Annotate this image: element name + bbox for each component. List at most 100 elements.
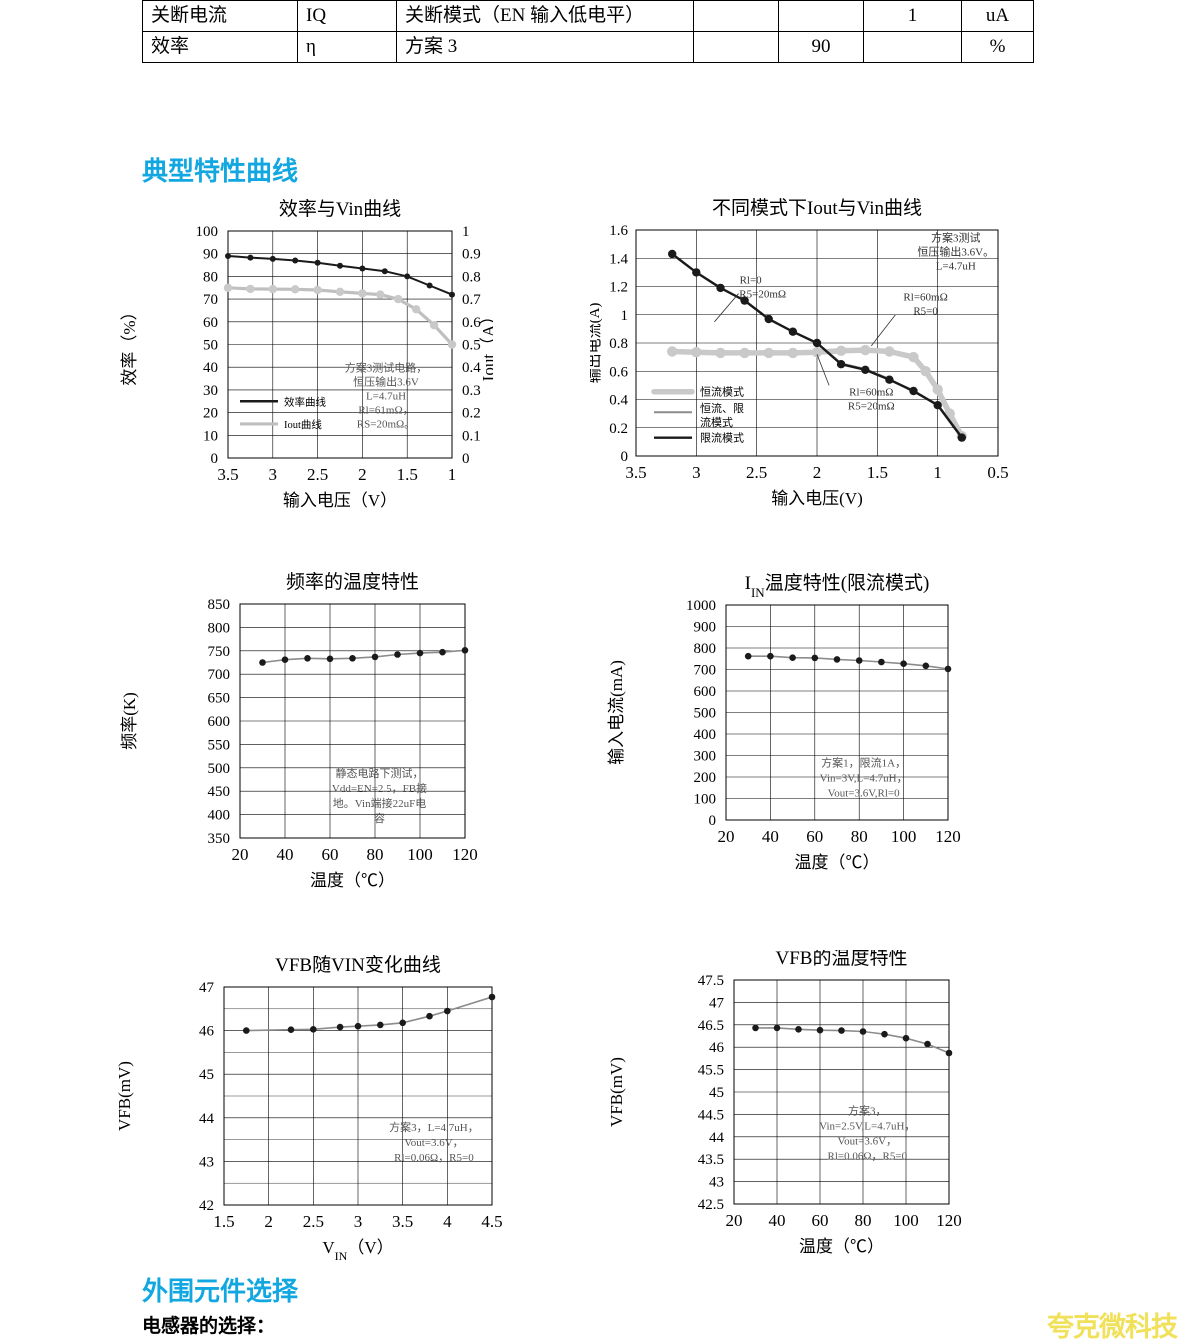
svg-text:100: 100 xyxy=(407,845,433,864)
svg-text:400: 400 xyxy=(208,808,231,824)
svg-text:700: 700 xyxy=(208,667,231,683)
svg-text:4.5: 4.5 xyxy=(481,1212,502,1231)
svg-text:47: 47 xyxy=(199,980,215,996)
svg-text:120: 120 xyxy=(452,845,478,864)
svg-text:VFB(mV): VFB(mV) xyxy=(607,1057,626,1127)
svg-text:44.5: 44.5 xyxy=(698,1107,724,1123)
svg-text:4: 4 xyxy=(443,1212,452,1231)
svg-text:1.2: 1.2 xyxy=(609,280,628,296)
svg-text:450: 450 xyxy=(208,784,231,800)
svg-text:Vout=3.6V，: Vout=3.6V， xyxy=(838,1135,897,1147)
svg-text:容: 容 xyxy=(374,811,385,825)
svg-text:3: 3 xyxy=(354,1212,363,1231)
svg-text:0.2: 0.2 xyxy=(462,406,481,422)
svg-text:60: 60 xyxy=(203,315,218,331)
svg-text:2: 2 xyxy=(264,1212,273,1231)
svg-text:0.5: 0.5 xyxy=(462,338,481,354)
svg-text:R5=20mΩ: R5=20mΩ xyxy=(739,289,786,301)
svg-text:750: 750 xyxy=(208,644,231,660)
svg-text:输入电压（V）: 输入电压（V） xyxy=(283,491,397,510)
svg-text:2.5: 2.5 xyxy=(307,465,328,484)
svg-text:效率曲线: 效率曲线 xyxy=(284,395,326,408)
svg-text:46.5: 46.5 xyxy=(698,1018,724,1034)
svg-text:850: 850 xyxy=(208,597,231,613)
svg-text:0.1: 0.1 xyxy=(462,428,481,444)
svg-text:方案3测试: 方案3测试 xyxy=(931,230,981,244)
svg-text:40: 40 xyxy=(762,827,779,846)
svg-text:Vout=3.6V,Rl=0: Vout=3.6V,Rl=0 xyxy=(828,787,900,799)
svg-text:600: 600 xyxy=(694,684,717,700)
svg-text:70: 70 xyxy=(203,292,218,308)
svg-text:效率与Vin曲线: 效率与Vin曲线 xyxy=(279,198,401,220)
svg-text:VFB随VIN变化曲线: VFB随VIN变化曲线 xyxy=(275,954,441,976)
svg-text:0.4: 0.4 xyxy=(609,393,628,409)
svg-text:Vout=3.6V，: Vout=3.6V， xyxy=(404,1137,463,1149)
svg-text:120: 120 xyxy=(936,1211,962,1230)
svg-text:40: 40 xyxy=(769,1211,786,1230)
svg-text:0.8: 0.8 xyxy=(462,269,481,285)
svg-text:45.5: 45.5 xyxy=(698,1063,724,1079)
svg-text:42: 42 xyxy=(199,1198,214,1214)
svg-text:800: 800 xyxy=(208,620,231,636)
svg-text:1.5: 1.5 xyxy=(213,1212,234,1231)
svg-text:RS=20mΩ。: RS=20mΩ。 xyxy=(357,419,415,431)
svg-text:42.5: 42.5 xyxy=(698,1197,724,1213)
svg-text:80: 80 xyxy=(855,1211,872,1230)
svg-text:3.5: 3.5 xyxy=(625,463,646,482)
svg-text:频率的温度特性: 频率的温度特性 xyxy=(286,571,419,593)
svg-text:80: 80 xyxy=(367,845,384,864)
svg-text:2.5: 2.5 xyxy=(303,1212,324,1231)
svg-text:方案3，: 方案3， xyxy=(848,1103,887,1117)
svg-text:10: 10 xyxy=(203,428,218,444)
svg-text:0.8: 0.8 xyxy=(609,336,628,352)
svg-text:80: 80 xyxy=(203,269,218,285)
svg-text:恒压输出3.6V: 恒压输出3.6V xyxy=(353,375,419,389)
svg-text:L=4.7uH: L=4.7uH xyxy=(366,391,406,403)
svg-text:0.5: 0.5 xyxy=(987,463,1008,482)
svg-text:1.6: 1.6 xyxy=(609,223,628,239)
svg-text:500: 500 xyxy=(208,761,231,777)
svg-text:0.3: 0.3 xyxy=(462,383,481,399)
svg-text:700: 700 xyxy=(694,663,717,679)
svg-text:3.5: 3.5 xyxy=(392,1212,413,1231)
svg-text:VFB的温度特性: VFB的温度特性 xyxy=(776,950,908,969)
svg-text:200: 200 xyxy=(694,770,717,786)
svg-text:1: 1 xyxy=(933,463,942,482)
svg-text:0.2: 0.2 xyxy=(609,421,628,437)
svg-text:300: 300 xyxy=(694,749,717,765)
svg-text:3: 3 xyxy=(269,465,278,484)
svg-text:0: 0 xyxy=(709,813,717,829)
svg-text:流模式: 流模式 xyxy=(700,415,733,429)
svg-text:1: 1 xyxy=(621,308,629,324)
svg-text:100: 100 xyxy=(196,224,219,240)
svg-text:0.7: 0.7 xyxy=(462,292,481,308)
svg-text:1.4: 1.4 xyxy=(609,251,628,267)
svg-text:Rl=60mΩ: Rl=60mΩ xyxy=(849,386,893,398)
svg-text:输入电流(mA): 输入电流(mA) xyxy=(607,660,626,765)
svg-text:350: 350 xyxy=(208,831,231,847)
svg-text:Vdd=EN=2.5，FB接: Vdd=EN=2.5，FB接 xyxy=(332,782,427,795)
svg-text:800: 800 xyxy=(694,641,717,657)
svg-text:90: 90 xyxy=(203,247,218,263)
svg-text:恒流、限: 恒流、限 xyxy=(700,401,744,415)
svg-text:44: 44 xyxy=(709,1130,725,1146)
svg-text:43: 43 xyxy=(199,1154,214,1170)
svg-text:20: 20 xyxy=(718,827,735,846)
svg-text:40: 40 xyxy=(277,845,294,864)
svg-text:600: 600 xyxy=(208,714,231,730)
svg-text:80: 80 xyxy=(851,827,868,846)
svg-text:45: 45 xyxy=(709,1085,724,1101)
svg-text:20: 20 xyxy=(726,1211,743,1230)
svg-text:0: 0 xyxy=(462,451,470,467)
svg-text:550: 550 xyxy=(208,737,231,753)
svg-text:1.5: 1.5 xyxy=(867,463,888,482)
svg-text:30: 30 xyxy=(203,383,218,399)
svg-text:Iout（A）: Iout（A） xyxy=(479,308,493,382)
svg-text:50: 50 xyxy=(203,338,218,354)
svg-text:47: 47 xyxy=(709,995,725,1011)
svg-text:Rl=0.06Ω，R5=0: Rl=0.06Ω，R5=0 xyxy=(394,1152,474,1164)
svg-text:46: 46 xyxy=(709,1040,725,1056)
svg-text:60: 60 xyxy=(322,845,339,864)
svg-text:不同模式下Iout与Vin曲线: 不同模式下Iout与Vin曲线 xyxy=(712,197,922,219)
svg-text:温度（℃）: 温度（℃） xyxy=(310,871,395,890)
